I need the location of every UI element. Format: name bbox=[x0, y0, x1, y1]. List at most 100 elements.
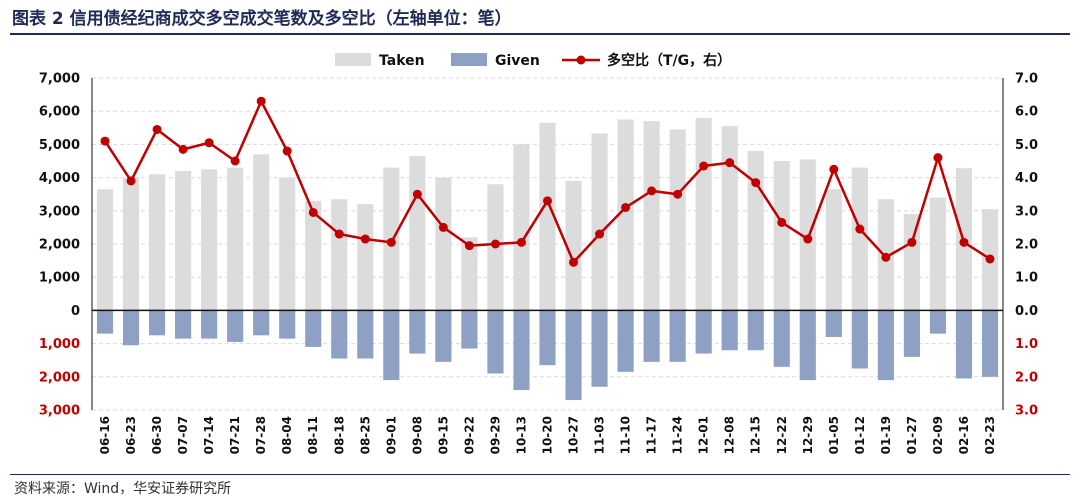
taken-bar-08-25 bbox=[357, 204, 374, 311]
taken-bar-09-22 bbox=[461, 237, 478, 311]
legend-swatch-ratio-marker bbox=[576, 55, 586, 65]
given-bar-12-29 bbox=[799, 310, 816, 381]
x-tick-label: 06-30 bbox=[150, 416, 164, 454]
ratio-point-01-12 bbox=[855, 224, 865, 234]
ratio-point-02-23 bbox=[985, 254, 995, 264]
x-tick-label: 11-24 bbox=[671, 416, 685, 454]
left-tick-label: 7,000 bbox=[39, 72, 80, 87]
given-bar-07-28 bbox=[253, 310, 270, 336]
ratio-point-10-13 bbox=[516, 237, 526, 247]
ratio-point-12-01 bbox=[699, 161, 709, 171]
ratio-point-12-22 bbox=[777, 217, 787, 227]
x-tick-label: 06-16 bbox=[98, 416, 112, 454]
left-axis: 3,000 2,000 1,000 0 1,000 2,000 3,000 4,000 5,00… bbox=[39, 72, 93, 419]
x-tick-label: 11-03 bbox=[593, 416, 607, 454]
given-bar-06-23 bbox=[122, 310, 140, 346]
given-bar-11-03 bbox=[591, 310, 608, 387]
ratio-point-10-20 bbox=[543, 196, 552, 206]
legend-label-ratio: 多空比（T/G，右） bbox=[607, 52, 731, 69]
taken-bar-06-23 bbox=[122, 177, 140, 311]
given-bar-09-01 bbox=[383, 310, 400, 381]
left-tick-label: 6,000 bbox=[39, 105, 80, 120]
left-tick-label: 3,000 bbox=[39, 204, 80, 219]
taken-bar-12-22 bbox=[773, 161, 790, 311]
ratio-series bbox=[100, 96, 995, 267]
ratio-point-11-17 bbox=[647, 186, 657, 196]
given-bar-01-27 bbox=[903, 310, 920, 357]
x-tick-label: 11-17 bbox=[645, 416, 659, 454]
given-bar-02-23 bbox=[981, 310, 999, 377]
ratio-point-08-18 bbox=[334, 229, 344, 239]
given-bar-02-16 bbox=[955, 310, 973, 379]
x-tick-label: 09-29 bbox=[488, 416, 502, 454]
taken-bar-08-11 bbox=[305, 200, 322, 311]
given-bar-10-13 bbox=[513, 310, 530, 391]
right-tick-label: 4.0 bbox=[1015, 171, 1038, 186]
ratio-point-06-23 bbox=[126, 176, 136, 186]
right-tick-label: 3.0 bbox=[1015, 404, 1038, 419]
left-tick-label: 1,000 bbox=[39, 337, 80, 352]
ratio-point-10-27 bbox=[569, 257, 579, 267]
given-bar-10-20 bbox=[539, 310, 556, 366]
x-tick-label: 07-14 bbox=[202, 416, 216, 454]
x-tick-label: 02-23 bbox=[983, 416, 997, 454]
taken-bar-08-18 bbox=[331, 199, 348, 311]
taken-bar-10-20 bbox=[539, 122, 556, 311]
given-bar-01-12 bbox=[851, 310, 868, 369]
taken-bar-06-30 bbox=[149, 174, 166, 311]
x-tick-label: 11-10 bbox=[619, 416, 633, 454]
right-tick-label: 7.0 bbox=[1015, 72, 1038, 87]
ratio-point-08-04 bbox=[282, 146, 292, 156]
ratio-point-11-03 bbox=[595, 229, 605, 239]
x-tick-label: 08-18 bbox=[332, 416, 346, 454]
right-tick-label: 1.0 bbox=[1015, 271, 1038, 286]
x-tick-label: 09-01 bbox=[384, 416, 398, 454]
taken-bar-07-07 bbox=[175, 170, 192, 311]
given-bar-08-25 bbox=[357, 310, 374, 359]
x-tick-label: 01-12 bbox=[853, 416, 867, 454]
given-bar-09-29 bbox=[487, 310, 504, 374]
taken-bar-10-13 bbox=[513, 144, 530, 311]
figure-title: 图表 2 信用债经纪商成交多空成交笔数及多空比（左轴单位：笔） bbox=[12, 9, 512, 29]
right-tick-label: 1.0 bbox=[1015, 337, 1038, 352]
legend-swatch-taken bbox=[335, 53, 371, 66]
left-tick-label: 2,000 bbox=[39, 370, 80, 385]
taken-bar-06-16 bbox=[96, 189, 114, 311]
right-axis: 3.0 2.0 1.0 0.0 1.0 2.0 3.0 4.0 5.0 6.0 7.0 bbox=[1002, 72, 1038, 419]
ratio-point-09-15 bbox=[438, 222, 448, 232]
ratio-point-09-29 bbox=[490, 239, 500, 249]
x-tick-label: 07-21 bbox=[228, 416, 242, 454]
ratio-point-01-19 bbox=[881, 252, 891, 262]
ratio-point-07-07 bbox=[178, 144, 188, 154]
ratio-point-01-27 bbox=[907, 237, 917, 247]
taken-bar-12-08 bbox=[721, 126, 738, 311]
ratio-point-08-11 bbox=[308, 207, 318, 217]
x-axis: 06-16 06-23 06-30 07-07 07-14 07-21 07-28 08-04… bbox=[98, 416, 997, 454]
given-bar-08-11 bbox=[305, 310, 322, 347]
x-tick-label: 12-15 bbox=[749, 416, 763, 454]
legend: Taken Given 多空比（T/G，右） bbox=[335, 52, 731, 69]
ratio-point-12-08 bbox=[725, 158, 735, 168]
x-tick-label: 12-22 bbox=[775, 416, 789, 454]
ratio-point-01-05 bbox=[829, 164, 839, 174]
ratio-point-07-28 bbox=[256, 96, 266, 106]
right-tick-label: 3.0 bbox=[1015, 204, 1038, 219]
x-tick-label: 01-19 bbox=[879, 416, 893, 454]
given-bar-07-14 bbox=[201, 310, 218, 339]
x-tick-label: 01-05 bbox=[827, 416, 841, 454]
x-tick-label: 12-29 bbox=[801, 416, 815, 454]
given-bar-09-08 bbox=[409, 310, 426, 354]
given-bar-07-07 bbox=[175, 310, 192, 339]
source-rule bbox=[10, 474, 1070, 475]
given-bar-08-04 bbox=[279, 310, 296, 339]
left-tick-label: 5,000 bbox=[39, 138, 80, 153]
taken-bar-02-09 bbox=[929, 197, 946, 311]
x-tick-label: 02-16 bbox=[957, 416, 971, 454]
taken-bar-10-27 bbox=[565, 180, 582, 311]
x-tick-label: 02-09 bbox=[931, 416, 945, 454]
given-bar-12-22 bbox=[773, 310, 790, 367]
given-bar-12-08 bbox=[721, 310, 738, 351]
ratio-point-12-15 bbox=[751, 178, 761, 188]
ratio-point-12-29 bbox=[803, 234, 813, 244]
ratio-point-09-22 bbox=[464, 241, 474, 251]
